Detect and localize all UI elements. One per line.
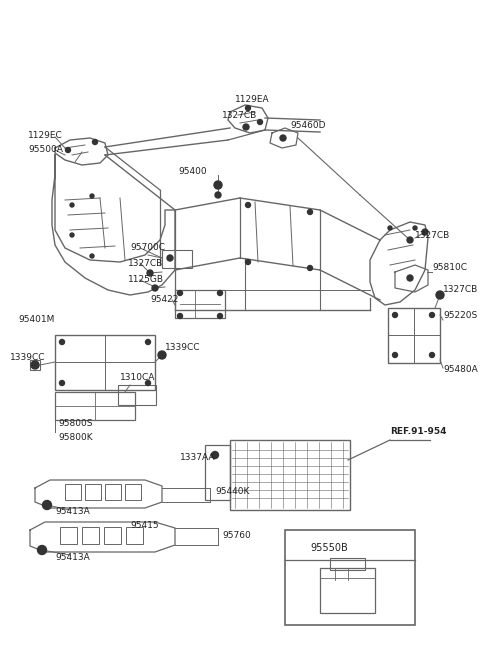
Text: 1337AA: 1337AA bbox=[180, 453, 216, 462]
Circle shape bbox=[212, 451, 218, 458]
Circle shape bbox=[90, 254, 94, 258]
Bar bbox=[285, 530, 415, 625]
Circle shape bbox=[217, 314, 223, 318]
Text: 95480A: 95480A bbox=[443, 365, 478, 375]
Text: 1129EA: 1129EA bbox=[235, 96, 270, 105]
Circle shape bbox=[245, 105, 251, 111]
Circle shape bbox=[215, 192, 221, 198]
Text: 1129EC: 1129EC bbox=[28, 130, 63, 140]
Bar bbox=[30, 360, 40, 370]
Circle shape bbox=[245, 259, 251, 265]
Circle shape bbox=[430, 352, 434, 358]
Text: 95422: 95422 bbox=[150, 295, 179, 305]
Text: 1327CB: 1327CB bbox=[415, 231, 450, 240]
Text: 95800S: 95800S bbox=[58, 419, 93, 428]
Text: 95400: 95400 bbox=[178, 168, 206, 176]
Circle shape bbox=[243, 124, 249, 130]
Text: 95413A: 95413A bbox=[55, 508, 90, 517]
Circle shape bbox=[145, 339, 151, 345]
Circle shape bbox=[43, 500, 51, 510]
Circle shape bbox=[430, 312, 434, 318]
Text: 95401M: 95401M bbox=[18, 316, 54, 324]
Circle shape bbox=[158, 351, 166, 359]
Circle shape bbox=[407, 275, 413, 281]
Circle shape bbox=[70, 203, 74, 207]
Circle shape bbox=[393, 352, 397, 358]
Bar bbox=[118, 385, 156, 405]
Bar bbox=[330, 558, 365, 570]
Text: 1327CB: 1327CB bbox=[443, 286, 478, 295]
Text: 95220S: 95220S bbox=[443, 310, 477, 320]
Bar bbox=[82, 527, 99, 544]
Bar bbox=[105, 484, 121, 500]
Circle shape bbox=[31, 361, 39, 369]
Circle shape bbox=[178, 291, 182, 295]
Circle shape bbox=[407, 237, 413, 243]
Bar bbox=[162, 250, 192, 268]
Text: 95800K: 95800K bbox=[58, 434, 93, 443]
Circle shape bbox=[308, 210, 312, 214]
Text: 1327CB: 1327CB bbox=[222, 111, 257, 119]
Text: 1125GB: 1125GB bbox=[128, 276, 164, 284]
Circle shape bbox=[90, 194, 94, 198]
Text: 95700C: 95700C bbox=[130, 244, 165, 252]
Bar bbox=[55, 392, 135, 420]
Circle shape bbox=[65, 147, 71, 153]
Circle shape bbox=[145, 381, 151, 386]
Circle shape bbox=[178, 314, 182, 318]
Bar bbox=[55, 335, 155, 390]
Circle shape bbox=[413, 226, 417, 230]
Bar bbox=[175, 290, 225, 318]
Circle shape bbox=[70, 233, 74, 237]
Bar bbox=[126, 527, 143, 544]
Text: 95500A: 95500A bbox=[28, 145, 63, 155]
Circle shape bbox=[147, 270, 153, 276]
Circle shape bbox=[60, 339, 64, 345]
Bar bbox=[320, 568, 375, 613]
Bar bbox=[125, 484, 141, 500]
Circle shape bbox=[388, 226, 392, 230]
Text: 1339CC: 1339CC bbox=[165, 343, 201, 352]
Circle shape bbox=[245, 202, 251, 208]
Bar bbox=[230, 440, 350, 510]
Text: 95760: 95760 bbox=[222, 531, 251, 540]
Bar bbox=[205, 445, 230, 500]
Text: 95415: 95415 bbox=[130, 521, 158, 529]
Circle shape bbox=[308, 265, 312, 271]
Text: 1327CB: 1327CB bbox=[128, 259, 163, 267]
Text: 1310CA: 1310CA bbox=[120, 373, 156, 383]
Bar bbox=[104, 527, 121, 544]
Bar bbox=[388, 308, 440, 363]
Text: 95550B: 95550B bbox=[310, 543, 348, 553]
Circle shape bbox=[393, 312, 397, 318]
Bar bbox=[85, 484, 101, 500]
Text: REF.91-954: REF.91-954 bbox=[390, 428, 446, 436]
Circle shape bbox=[152, 285, 158, 291]
Circle shape bbox=[167, 255, 173, 261]
Text: 95413A: 95413A bbox=[55, 553, 90, 563]
Circle shape bbox=[436, 291, 444, 299]
Circle shape bbox=[217, 291, 223, 295]
Circle shape bbox=[60, 381, 64, 386]
Text: 1339CC: 1339CC bbox=[10, 354, 46, 362]
Circle shape bbox=[214, 181, 222, 189]
Bar bbox=[65, 484, 81, 500]
Circle shape bbox=[257, 119, 263, 124]
Bar bbox=[60, 527, 77, 544]
Text: 95460D: 95460D bbox=[290, 121, 325, 130]
Text: 95810C: 95810C bbox=[432, 263, 467, 272]
Text: 95440K: 95440K bbox=[215, 487, 250, 496]
Circle shape bbox=[93, 140, 97, 145]
Circle shape bbox=[422, 229, 428, 235]
Circle shape bbox=[37, 546, 47, 555]
Circle shape bbox=[280, 135, 286, 141]
